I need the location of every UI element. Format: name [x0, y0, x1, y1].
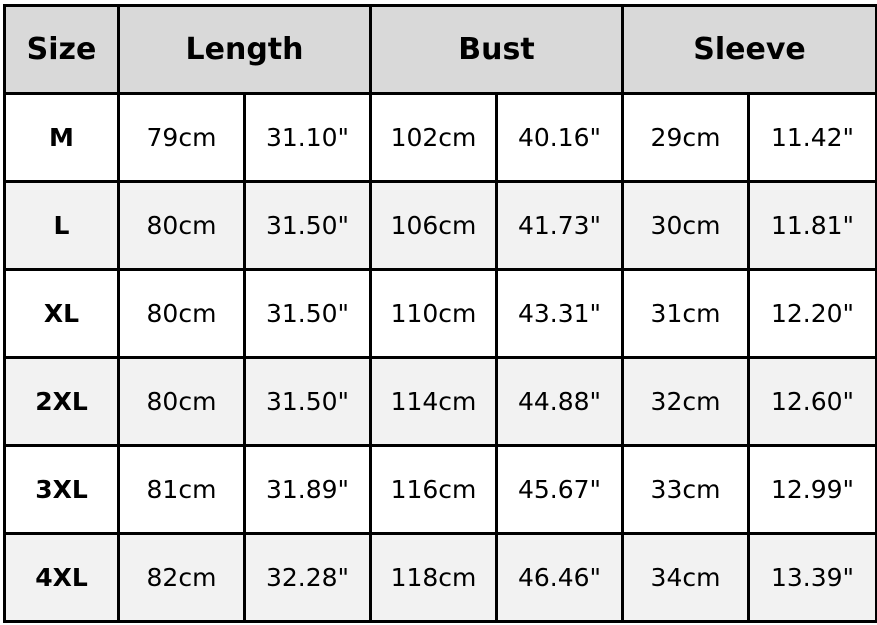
cell-bust-in: 40.16" — [494, 92, 625, 183]
size-chart-table: Size Length Bust Sleeve M 79cm 31.10" 102cm… — [3, 4, 877, 623]
cell-bust-in: 41.73" — [494, 180, 625, 271]
header-bust: Bust — [368, 4, 625, 95]
cell-sleeve-in: 11.81" — [747, 180, 877, 271]
cell-bust-cm: 102cm — [369, 92, 498, 183]
cell-sleeve-cm: 29cm — [621, 92, 751, 183]
table-row: XL 80cm 31.50" 110cm 43.31" 31cm 12.20" — [3, 268, 877, 359]
cell-sleeve-in: 12.99" — [747, 444, 877, 535]
cell-bust-cm: 114cm — [369, 356, 498, 447]
cell-size: XL — [3, 268, 120, 359]
cell-length-in: 31.10" — [243, 92, 372, 183]
cell-bust-in: 45.67" — [494, 444, 625, 535]
cell-length-in: 31.50" — [243, 356, 372, 447]
header-length: Length — [117, 4, 372, 95]
header-sleeve: Sleeve — [621, 4, 877, 95]
header-size: Size — [3, 4, 120, 95]
cell-sleeve-cm: 30cm — [621, 180, 751, 271]
cell-length-cm: 80cm — [117, 268, 246, 359]
cell-size: M — [3, 92, 120, 183]
cell-sleeve-in: 12.60" — [747, 356, 877, 447]
table-row: 3XL 81cm 31.89" 116cm 45.67" 33cm 12.99" — [3, 444, 877, 535]
cell-bust-cm: 106cm — [369, 180, 498, 271]
cell-size: 3XL — [3, 444, 120, 535]
cell-bust-cm: 110cm — [369, 268, 498, 359]
cell-length-cm: 80cm — [117, 356, 246, 447]
cell-size: L — [3, 180, 120, 271]
cell-length-cm: 81cm — [117, 444, 246, 535]
cell-sleeve-cm: 31cm — [621, 268, 751, 359]
header-row: Size Length Bust Sleeve — [3, 4, 877, 95]
cell-sleeve-in: 12.20" — [747, 268, 877, 359]
cell-length-cm: 82cm — [117, 532, 246, 623]
cell-bust-cm: 116cm — [369, 444, 498, 535]
cell-bust-in: 43.31" — [494, 268, 625, 359]
cell-sleeve-cm: 34cm — [621, 532, 751, 623]
table-row: 2XL 80cm 31.50" 114cm 44.88" 32cm 12.60" — [3, 356, 877, 447]
table-row: 4XL 82cm 32.28" 118cm 46.46" 34cm 13.39" — [3, 532, 877, 623]
cell-length-cm: 79cm — [117, 92, 246, 183]
cell-sleeve-in: 13.39" — [747, 532, 877, 623]
cell-bust-in: 44.88" — [494, 356, 625, 447]
cell-length-in: 32.28" — [243, 532, 372, 623]
cell-length-in: 31.89" — [243, 444, 372, 535]
cell-length-cm: 80cm — [117, 180, 246, 271]
cell-length-in: 31.50" — [243, 268, 372, 359]
cell-bust-cm: 118cm — [369, 532, 498, 623]
cell-size: 2XL — [3, 356, 120, 447]
cell-size: 4XL — [3, 532, 120, 623]
cell-length-in: 31.50" — [243, 180, 372, 271]
cell-bust-in: 46.46" — [494, 532, 625, 623]
cell-sleeve-cm: 33cm — [621, 444, 751, 535]
table-row: L 80cm 31.50" 106cm 41.73" 30cm 11.81" — [3, 180, 877, 271]
cell-sleeve-cm: 32cm — [621, 356, 751, 447]
cell-sleeve-in: 11.42" — [747, 92, 877, 183]
table-row: M 79cm 31.10" 102cm 40.16" 29cm 11.42" — [3, 92, 877, 183]
